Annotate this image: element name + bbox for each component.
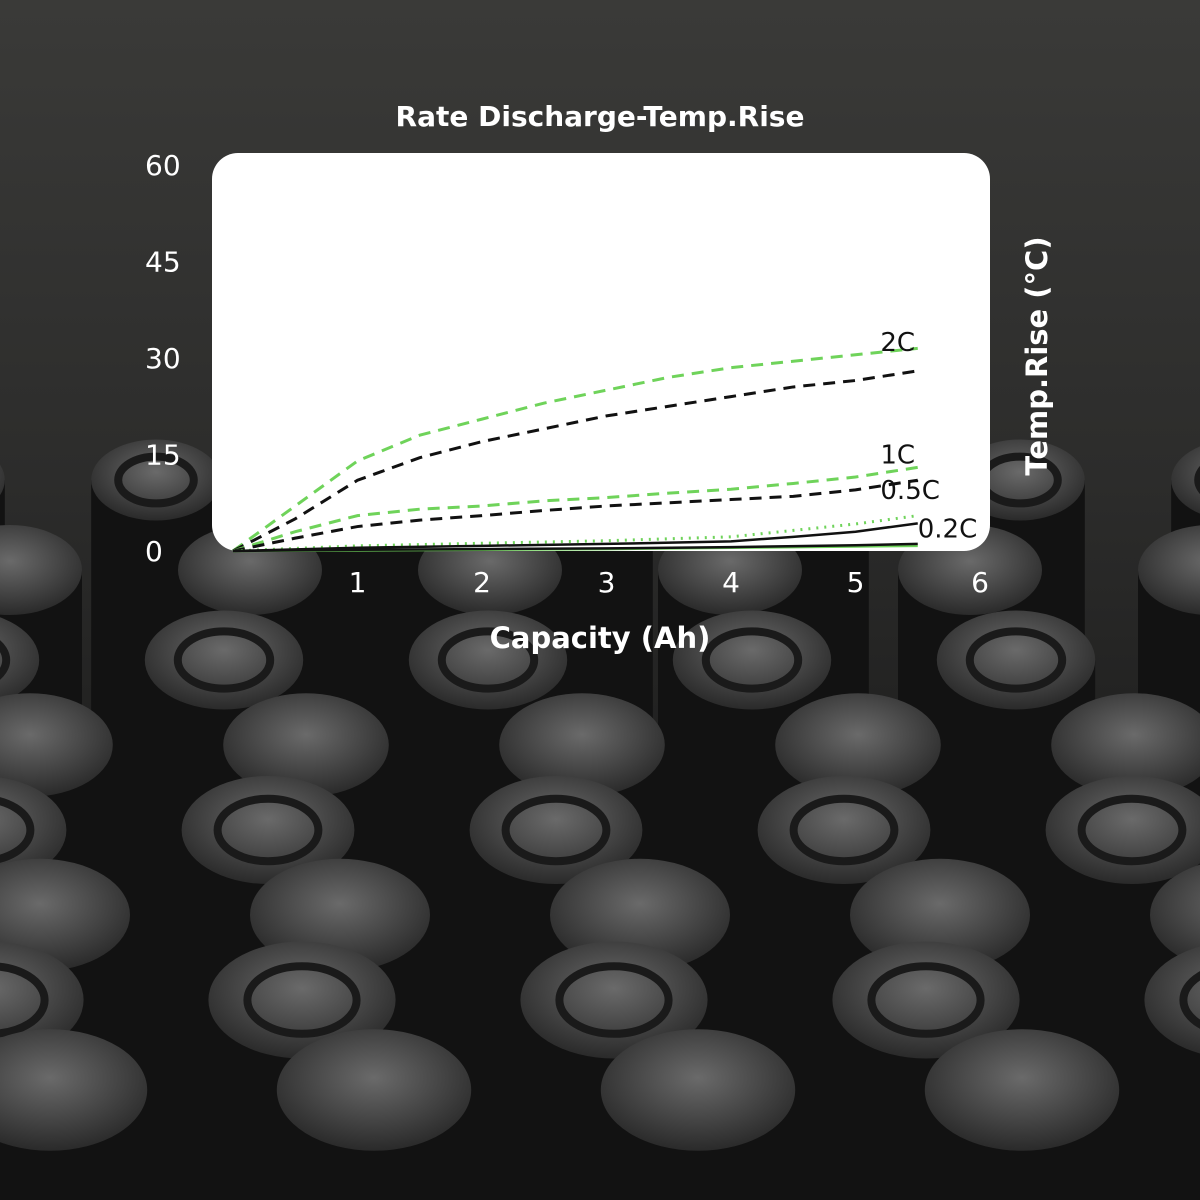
series-line-2c-green bbox=[232, 346, 918, 553]
battery-cell bbox=[924, 1029, 1120, 1200]
series-line-1c-black bbox=[232, 478, 918, 553]
x-tick-label: 3 bbox=[598, 566, 616, 599]
plot-area bbox=[212, 153, 990, 551]
x-tick-label: 2 bbox=[473, 566, 491, 599]
y-tick-label: 30 bbox=[145, 342, 181, 375]
series-line-0-5c-black bbox=[232, 522, 918, 553]
battery-cell bbox=[600, 1029, 796, 1200]
chart-title: Rate Discharge-Temp.Rise bbox=[396, 100, 805, 133]
y-tick-label: 60 bbox=[145, 149, 181, 182]
series-line-2c-black bbox=[232, 369, 918, 553]
x-tick-label: 1 bbox=[349, 566, 367, 599]
x-tick-label: 5 bbox=[847, 566, 865, 599]
series-line-0-5c-green bbox=[232, 514, 918, 553]
battery-cell bbox=[1144, 946, 1200, 1200]
series-label-1c: 1C bbox=[880, 441, 915, 471]
x-axis-label: Capacity (Ah) bbox=[490, 621, 711, 655]
y-tick-label: 45 bbox=[145, 246, 181, 279]
x-tick-label: 6 bbox=[971, 566, 989, 599]
series-label-0-2c: 0.2C bbox=[918, 514, 978, 544]
battery-cell bbox=[276, 1029, 472, 1200]
y-axis-label: Temp.Rise (°C) bbox=[1020, 236, 1054, 475]
series-line-1c-green bbox=[232, 465, 918, 553]
series-label-2c: 2C bbox=[880, 328, 915, 358]
x-tick-label: 4 bbox=[722, 566, 740, 599]
battery-cell bbox=[0, 1029, 148, 1200]
y-tick-label: 0 bbox=[145, 535, 163, 568]
series-label-0-5c: 0.5C bbox=[880, 476, 940, 506]
y-tick-label: 15 bbox=[145, 439, 181, 472]
series-line-0-2c-black bbox=[232, 542, 918, 553]
